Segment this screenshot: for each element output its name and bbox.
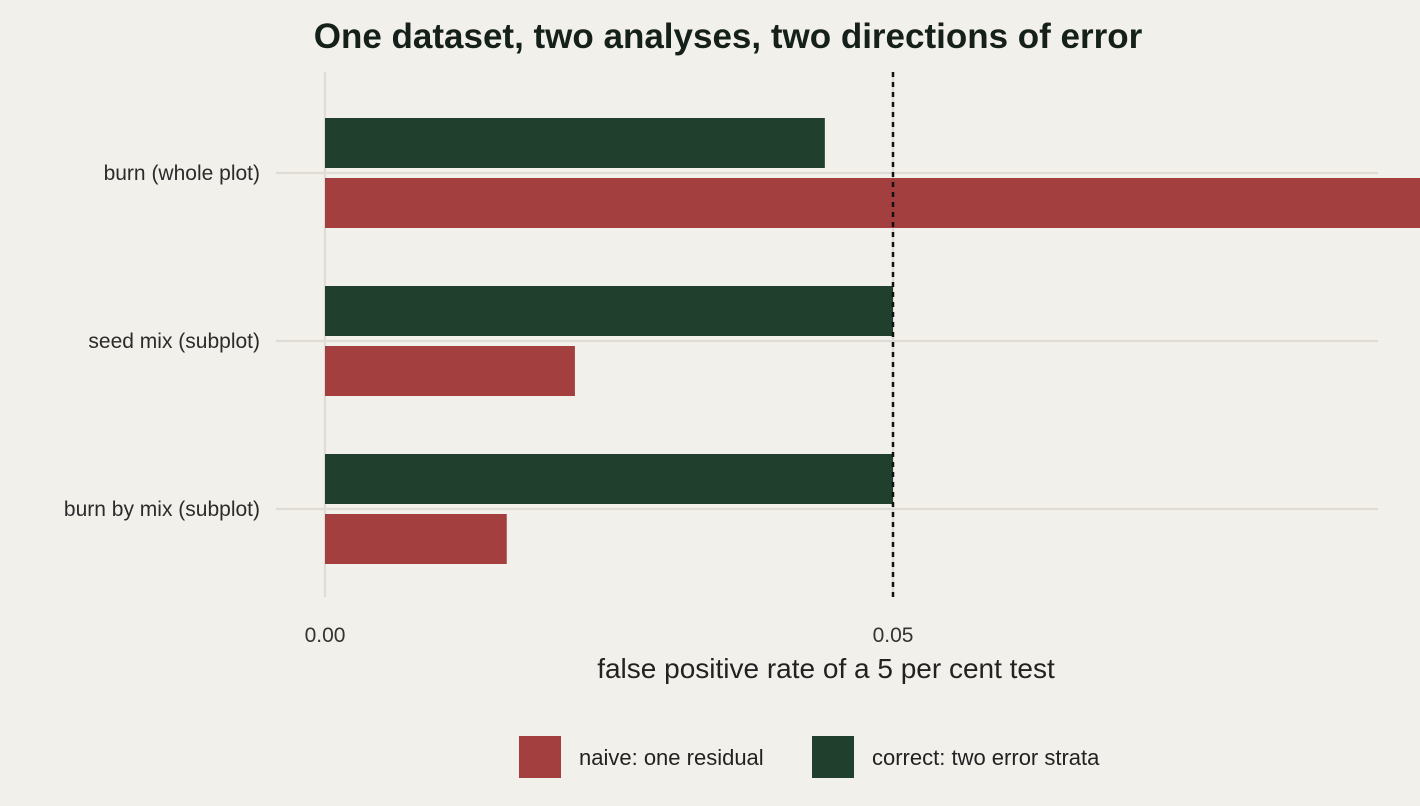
x-tick-labels: 0.000.050.100.15	[305, 624, 914, 647]
bar-correct-seed-mix-subplot	[325, 286, 893, 336]
legend-swatch-naive	[519, 736, 561, 778]
chart-title: One dataset, two analyses, two direction…	[314, 17, 1143, 56]
legend-swatch-correct	[812, 736, 854, 778]
x-tick-label-0: 0.00	[305, 624, 346, 647]
gridlines	[276, 72, 1378, 597]
x-axis-title: false positive rate of a 5 per cent test	[597, 653, 1055, 684]
legend-label-naive: naive: one residual	[579, 745, 764, 770]
category-labels: burn (whole plot) seed mix (subplot) burn …	[64, 162, 260, 521]
bar-correct-burn-whole-plot	[325, 118, 825, 168]
bar-naive-burn-whole-plot	[325, 178, 1420, 228]
category-label-2: burn by mix (subplot)	[64, 498, 260, 521]
legend-label-correct: correct: two error strata	[872, 745, 1100, 770]
bar-correct-burn-by-mix-subplot	[325, 454, 893, 504]
bar-naive-burn-by-mix-subplot	[325, 514, 507, 564]
category-label-1: seed mix (subplot)	[88, 330, 260, 353]
legend: naive: one residual correct: two error st…	[519, 736, 1100, 778]
category-label-0: burn (whole plot)	[104, 162, 260, 185]
bar-naive-seed-mix-subplot	[325, 346, 575, 396]
bars	[325, 118, 1420, 564]
x-tick-label-1: 0.05	[873, 624, 914, 647]
